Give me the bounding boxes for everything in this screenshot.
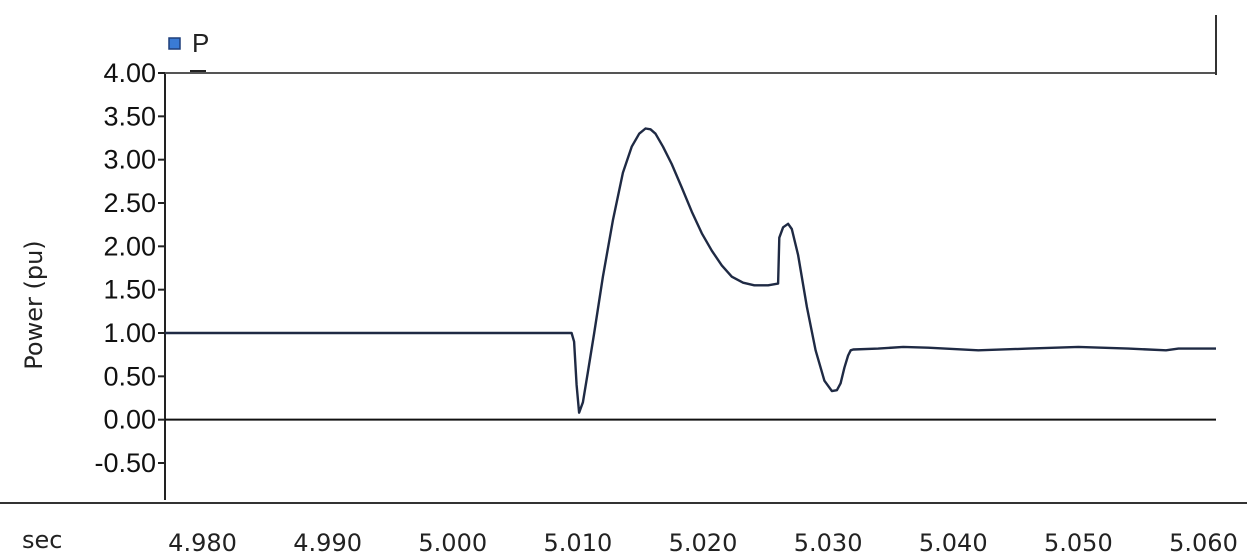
x-ticks: 4.980 4.990 5.000 5.010 5.020 5.030 5.040 5.050… <box>168 529 1238 557</box>
y-tick-label: 2.00 <box>103 231 156 261</box>
series-line-p <box>165 127 1216 414</box>
x-tick-label: 5.010 <box>544 529 613 557</box>
y-tick-label: 0.50 <box>103 361 156 391</box>
y-axis-label: Power (pu) <box>20 240 48 369</box>
y-ticks: 4.00 3.50 3.00 2.50 2.00 1.50 1.00 0.50 0.00 -0.5… <box>94 58 165 478</box>
y-tick-label: 2.50 <box>103 188 156 218</box>
x-tick-label: 4.980 <box>168 529 237 557</box>
x-tick-label: 5.050 <box>1044 529 1113 557</box>
y-tick-label: 0.00 <box>103 405 156 435</box>
y-tick-label: -0.50 <box>94 448 156 478</box>
x-tick-label: 4.990 <box>293 529 362 557</box>
x-tick-label: 5.040 <box>919 529 988 557</box>
y-tick-label: 1.00 <box>103 318 156 348</box>
y-tick-label: 3.00 <box>103 145 156 175</box>
legend-swatch <box>168 37 181 50</box>
y-tick-label: 4.00 <box>103 58 156 88</box>
legend: P <box>168 28 209 72</box>
x-tick-label: 5.030 <box>794 529 863 557</box>
x-tick-label: 5.000 <box>418 529 487 557</box>
y-tick-label: 1.50 <box>103 275 156 305</box>
x-unit-label: sec <box>22 526 62 554</box>
legend-label: P <box>192 28 209 58</box>
x-tick-label: 5.020 <box>669 529 738 557</box>
y-tick-label: 3.50 <box>103 101 156 131</box>
series-group <box>165 127 1216 421</box>
x-tick-label: 5.060 <box>1169 529 1238 557</box>
